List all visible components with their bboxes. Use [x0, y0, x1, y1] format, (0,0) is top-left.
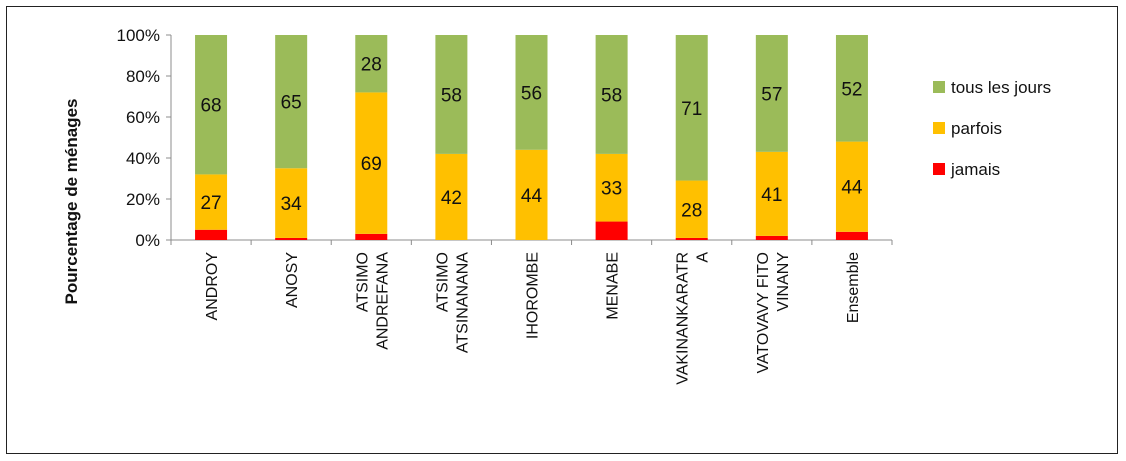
data-label: 28: [361, 55, 382, 76]
bar-segment-parfois: [355, 92, 388, 234]
category-label: VAKINANKARATR: [675, 252, 692, 385]
category-label: VINANY: [775, 252, 792, 312]
category-label: ATSINANANA: [454, 252, 471, 353]
data-label: 27: [200, 193, 221, 214]
data-label: 69: [361, 154, 382, 175]
bar-segment-parfois: [195, 174, 228, 230]
bar-segment-tous-les-jours: [835, 35, 868, 142]
category-label: A: [695, 252, 712, 263]
category-label: ATSIMO: [434, 252, 451, 312]
category-label: IHOROMBE: [525, 252, 542, 339]
legend-label-tous-les-jours: tous les jours: [951, 78, 1051, 97]
data-label: 28: [681, 200, 702, 221]
bar-segment-parfois: [595, 153, 628, 222]
data-label: 57: [761, 84, 782, 105]
category-label: VATOVAVY FITO: [755, 252, 772, 374]
bar-segment-jamais: [275, 237, 308, 240]
bar-segment-jamais: [195, 229, 228, 240]
bar-segment-tous-les-jours: [515, 35, 548, 150]
data-label: 41: [761, 185, 782, 206]
category-label: Ensemble: [845, 252, 862, 323]
bar-segment-parfois: [275, 168, 308, 238]
legend-swatch-parfois: [933, 122, 945, 134]
bar-segment-tous-les-jours: [355, 35, 388, 93]
data-label: 52: [841, 79, 862, 100]
bar-segment-jamais: [595, 221, 628, 240]
bar-segment-parfois: [675, 180, 708, 238]
y-tick-label: 100%: [117, 26, 160, 45]
data-label: 58: [601, 85, 622, 106]
bar-segment-jamais: [675, 237, 708, 240]
bar-segment-parfois: [515, 149, 548, 240]
bar-segment-tous-les-jours: [675, 35, 708, 181]
bar-segment-jamais: [755, 235, 788, 240]
y-tick-label: 0%: [135, 231, 160, 250]
data-label: 42: [441, 188, 462, 209]
bar-segment-parfois: [435, 153, 468, 240]
data-label: 65: [281, 93, 302, 114]
data-label: 34: [281, 194, 303, 215]
category-label: ANDREFANA: [374, 252, 391, 350]
y-tick-label: 80%: [126, 67, 160, 86]
data-label: 33: [601, 179, 622, 200]
category-label: MENABE: [605, 252, 622, 320]
bar-segment-jamais: [355, 233, 388, 240]
data-label: 58: [441, 85, 462, 106]
legend-label-parfois: parfois: [951, 119, 1002, 138]
category-label: ANDROY: [204, 252, 221, 321]
bar-segment-parfois: [755, 151, 788, 236]
data-label: 44: [841, 178, 863, 199]
bar-segment-tous-les-jours: [435, 35, 468, 154]
data-label: 44: [521, 186, 543, 207]
category-label: ANOSY: [284, 252, 301, 308]
legend-swatch-tous-les-jours: [933, 81, 945, 93]
bar-segment-tous-les-jours: [755, 35, 788, 152]
y-axis-title: Pourcentage de ménages: [62, 99, 81, 305]
chart-frame: 0% 20% 40% 60% 80% 100% Pourcentage de ménages…: [6, 6, 1118, 454]
bar-segment-tous-les-jours: [595, 35, 628, 154]
bar-segment-tous-les-jours: [275, 35, 308, 169]
legend-label-jamais: jamais: [950, 160, 1000, 179]
bar-segment-parfois: [835, 141, 868, 232]
bar-segment-jamais: [835, 231, 868, 240]
stacked-bar-chart: 0% 20% 40% 60% 80% 100% Pourcentage de ménages…: [62, 26, 1051, 385]
legend-swatch-jamais: [933, 163, 945, 175]
data-label: 71: [681, 99, 702, 120]
y-tick-label: 40%: [126, 149, 160, 168]
bar-segment-tous-les-jours: [195, 35, 228, 175]
y-tick-label: 20%: [126, 190, 160, 209]
y-tick-label: 60%: [126, 108, 160, 127]
data-label: 56: [521, 83, 542, 104]
category-label: ATSIMO: [354, 252, 371, 312]
data-label: 68: [200, 96, 221, 117]
